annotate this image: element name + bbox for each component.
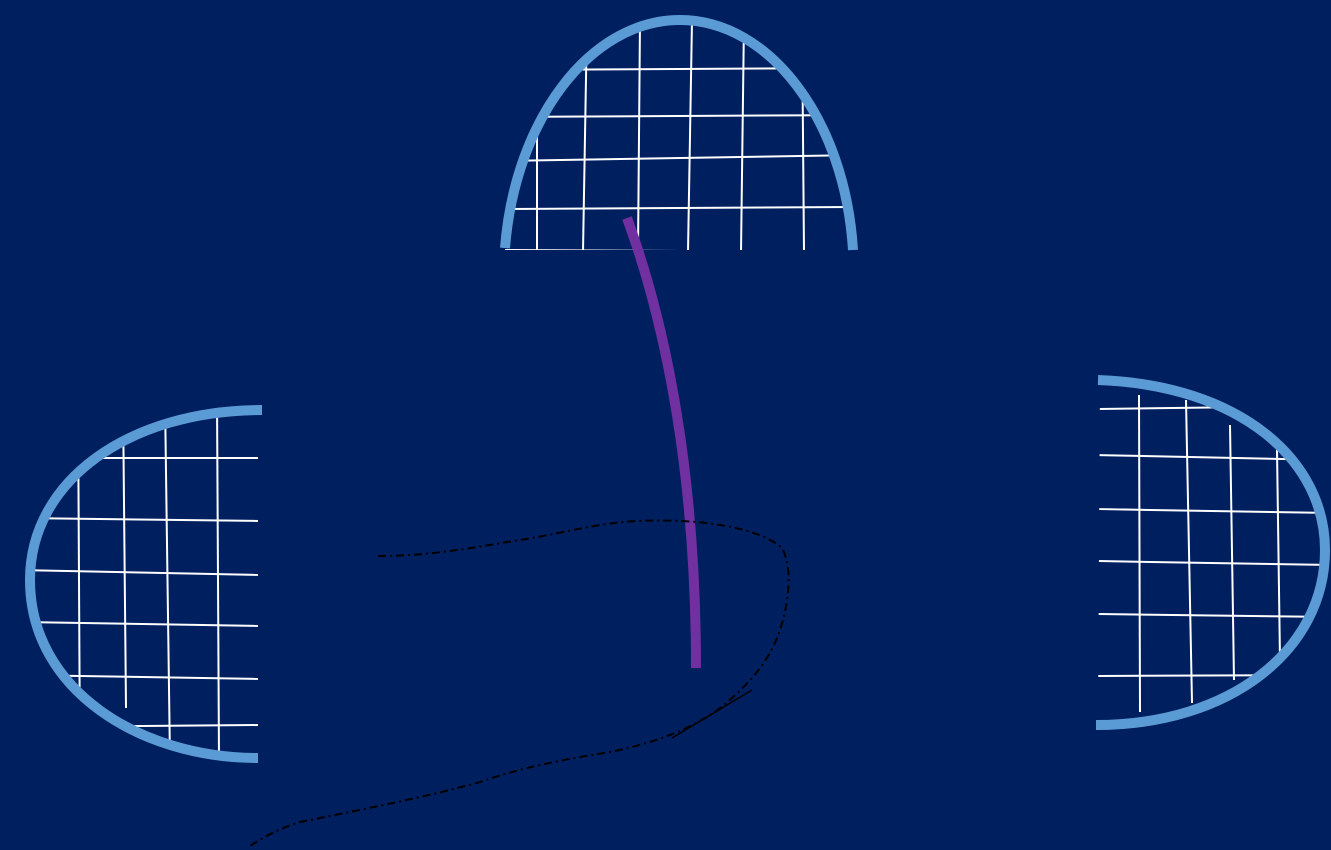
left-grid-vline: [216, 410, 220, 758]
top-grid-vline: [801, 20, 805, 250]
left-grid-vline: [164, 410, 171, 758]
left-grid-hline: [30, 621, 258, 627]
top-grid-hline: [505, 154, 853, 162]
right-grid-vline: [1185, 399, 1193, 704]
top-grid-hline: [505, 67, 853, 71]
right-dome-shape: [1095, 375, 1331, 730]
right-grid-vline: [1229, 424, 1235, 681]
left-grid-vline: [77, 410, 81, 758]
right-dome-grid: [1098, 394, 1325, 713]
left-grid-hline: [30, 724, 258, 728]
top-grid-hline: [505, 249, 853, 250]
top-dome-grid: [505, 20, 853, 250]
top-grid-vline: [740, 20, 745, 250]
left-dome-grid: [30, 400, 262, 760]
top-dome-outline: [500, 14, 858, 251]
dash-dot-line: [249, 519, 790, 847]
right-dome-outline: [1095, 375, 1331, 730]
purple-curve: [622, 216, 701, 669]
left-dome-outline: [24, 405, 263, 763]
left-grid-hline: [30, 674, 258, 680]
right-grid-vline: [1138, 394, 1141, 713]
top-grid-vline: [637, 20, 641, 250]
left-grid-hline: [30, 569, 258, 576]
dash-dot-path: [249, 519, 790, 847]
right-grid-hline: [1098, 613, 1325, 618]
top-dome-shape: [500, 14, 858, 251]
left-grid-vline: [260, 400, 262, 760]
left-dome-shape: [24, 400, 263, 763]
right-grid-vline: [1276, 449, 1281, 661]
top-grid-vline: [687, 20, 693, 250]
right-grid-hline: [1098, 508, 1325, 514]
left-grid-vline: [122, 410, 127, 709]
dash-dot-branch: [671, 689, 753, 739]
top-grid-hline: [505, 114, 853, 118]
right-grid-hline: [1098, 560, 1325, 566]
left-grid-hline: [30, 517, 258, 522]
top-grid-hline: [505, 206, 853, 210]
right-grid-hline: [1098, 674, 1325, 677]
